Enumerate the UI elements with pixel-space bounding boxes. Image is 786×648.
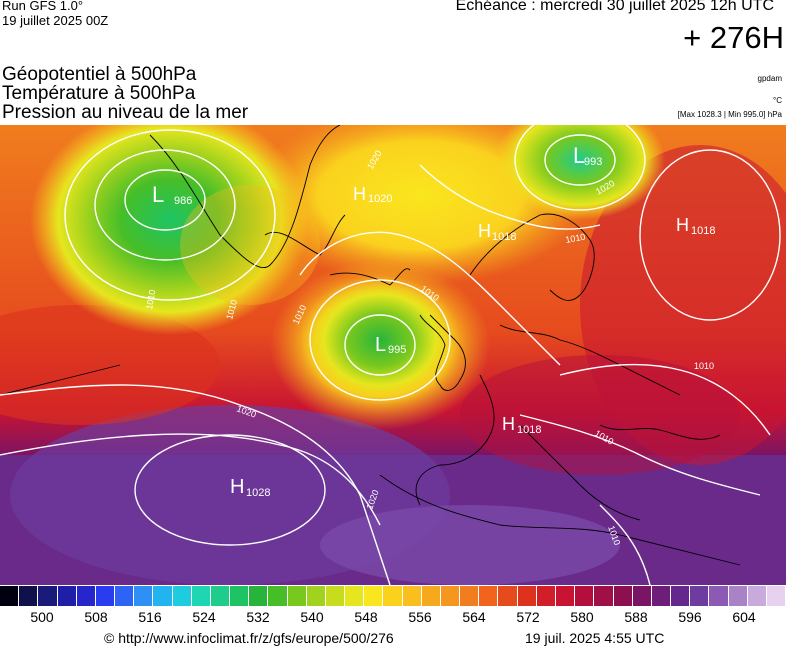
colorbar-swatch [536, 586, 556, 606]
pressure-center-value: 1018 [691, 225, 715, 237]
saharan-ridge [320, 505, 620, 585]
coastlines [0, 125, 741, 566]
colorbar-tick-label: 564 [462, 609, 486, 625]
colorbar-swatch [460, 586, 480, 606]
low-cold-pool-3 [495, 125, 665, 220]
colorbar-swatch [76, 586, 96, 606]
colorbar-tick-label: 588 [624, 609, 648, 625]
pressure-center-value: 1028 [246, 487, 270, 499]
colorbar-swatch [191, 586, 211, 606]
pressure-center-value: 995 [388, 344, 406, 356]
pressure-center-labels: L 986 H 1020 L 993 H 1018 H 1018 L 995 H… [152, 143, 715, 499]
colorbar-swatch [479, 586, 499, 606]
colorbar-swatch [747, 586, 767, 606]
pressure-center-type: L [152, 182, 164, 207]
colorbar-tick-label: 580 [570, 609, 594, 625]
colorbar-swatch [345, 586, 365, 606]
pressure-center-type: H [478, 221, 491, 241]
colorbar-tick-label: 556 [408, 609, 432, 625]
colorbar-swatch [402, 586, 422, 606]
pressure-center-value: 1020 [368, 193, 392, 205]
colorbar-swatch [671, 586, 691, 606]
pressure-center-type: L [375, 334, 386, 356]
colorbar-swatch [57, 586, 77, 606]
colorbar-swatch [383, 586, 403, 606]
pressure-center-type: L [573, 143, 585, 168]
colorbar-swatch [19, 586, 39, 606]
footer-date: 19 juil. 2025 4:55 UTC [525, 630, 665, 646]
colorbar-tick-label: 508 [84, 609, 108, 625]
colorbar-swatch [134, 586, 154, 606]
pressure-center-type: H [676, 215, 689, 235]
pressure-center-type: H [502, 414, 515, 434]
colorbar-tick-label: 548 [354, 609, 378, 625]
colorbar-swatch [440, 586, 461, 606]
colorbar-tick-label: 540 [300, 609, 324, 625]
colorbar-swatch [421, 586, 441, 606]
colorbar-tick-label: 532 [246, 609, 270, 625]
colorbar-tick-label: 572 [516, 609, 540, 625]
pressure-range: [Max 1028.3 | Min 995.0] hPa [677, 110, 782, 119]
colorbar-swatch [555, 586, 576, 606]
title-temperature: Température à 500hPa [2, 83, 196, 104]
title-geopotential: Géopotentiel à 500hPa [2, 64, 197, 85]
colorbar-swatch [651, 586, 672, 606]
weather-map: L 986 H 1020 L 993 H 1018 H 1018 L 995 H… [0, 125, 786, 585]
colorbar-swatch [0, 586, 20, 606]
footer-url: © http://www.infoclimat.fr/z/gfs/europe/… [104, 630, 394, 646]
colorbar-swatch [210, 586, 231, 606]
colorbar-ticks: 500 508 516 524 532 540 548 556 564 572 580 588 596 6… [0, 609, 786, 627]
pressure-center-value: 1018 [517, 424, 541, 436]
unit-geopotential: gpdam [757, 74, 782, 83]
pressure-center-value: 1018 [492, 231, 516, 243]
low-cold-pool-2 [300, 275, 460, 405]
colorbar-swatch [230, 586, 250, 606]
atlantic-warm [0, 305, 220, 425]
pressure-center-type: H [230, 476, 244, 498]
colorbar-swatch [268, 586, 288, 606]
pressure-center-type: H [353, 184, 366, 204]
colorbar-swatch [575, 586, 595, 606]
pressure-center-value: 993 [584, 156, 602, 168]
colorbar-swatch [498, 586, 518, 606]
colorbar-swatch [306, 586, 326, 606]
colorbar-tick-label: 516 [138, 609, 162, 625]
run-label: Run GFS 1.0° [2, 0, 84, 13]
colorbar-swatch [632, 586, 652, 606]
colorbar-swatch [728, 586, 748, 606]
colorbar [0, 586, 786, 606]
isobar-label: 1010 [694, 361, 714, 371]
colorbar-tick-label: 596 [678, 609, 702, 625]
colorbar-tick-label: 500 [30, 609, 54, 625]
colorbar-swatch [95, 586, 116, 606]
colorbar-swatch [709, 586, 729, 606]
pressure-center-value: 986 [174, 195, 192, 207]
colorbar-swatch [690, 586, 710, 606]
lead-time: + 276H [683, 20, 784, 55]
isobars [0, 125, 781, 585]
colorbar-swatch [172, 586, 192, 606]
unit-temperature: °C [773, 96, 782, 105]
colorbar-swatch [249, 586, 269, 606]
colorbar-swatch [115, 586, 135, 606]
colorbar-tick-label: 604 [732, 609, 756, 625]
colorbar-tick-label: 524 [192, 609, 216, 625]
colorbar-swatch [153, 586, 173, 606]
colorbar-swatch [364, 586, 384, 606]
title-pressure: Pression au niveau de la mer [2, 102, 249, 123]
colorbar-swatch [594, 586, 614, 606]
colorbar-swatch [517, 586, 537, 606]
forecast-valid-time: Echéance : mercredi 30 juillet 2025 12h … [455, 0, 774, 14]
colorbar-swatch [325, 586, 346, 606]
greenland-yellow [180, 185, 320, 305]
colorbar-swatch [613, 586, 633, 606]
isobar-label: 1010 [565, 232, 586, 245]
colorbar-swatch [287, 586, 307, 606]
isobar-label: 1010 [144, 289, 157, 310]
central-europe-warm [460, 355, 740, 475]
run-date: 19 juillet 2025 00Z [2, 13, 109, 28]
colorbar-swatch [38, 586, 58, 606]
colorbar-swatch [766, 586, 786, 606]
